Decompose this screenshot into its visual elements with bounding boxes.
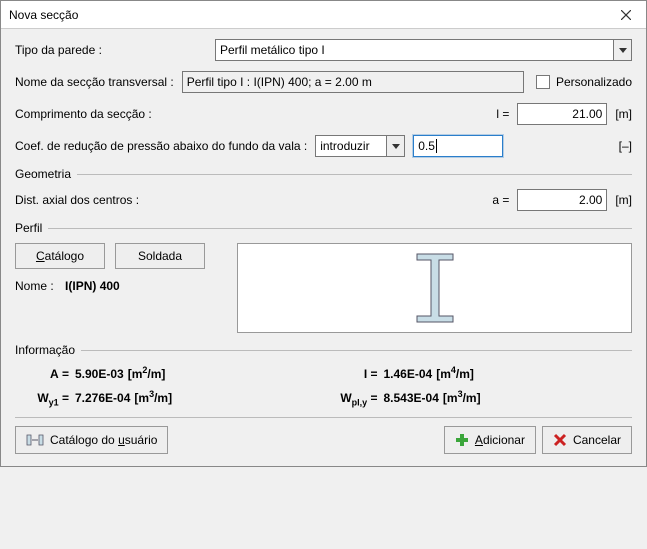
profile-label: Perfil bbox=[15, 221, 42, 235]
plus-icon bbox=[455, 433, 469, 447]
length-symbol: l = bbox=[496, 107, 509, 121]
info-grid: A = 5.90E-03 [m2/m] I = 1.46E-04 [m4/m] … bbox=[15, 365, 632, 407]
close-button[interactable] bbox=[614, 5, 638, 25]
profile-name-prefix: Nome : bbox=[15, 279, 54, 293]
add-button[interactable]: Adicionar bbox=[444, 426, 536, 454]
length-unit: [m] bbox=[615, 107, 632, 121]
user-catalog-button[interactable]: Catálogo do usuário bbox=[15, 426, 168, 454]
custom-label: Personalizado bbox=[556, 75, 632, 89]
wall-type-combo[interactable]: Perfil metálico tipo I bbox=[215, 39, 632, 61]
ibeam-icon bbox=[415, 252, 455, 324]
profile-name-value: I(IPN) 400 bbox=[65, 279, 120, 293]
axial-dist-label: Dist. axial dos centros : bbox=[15, 193, 492, 207]
wall-type-value: Perfil metálico tipo I bbox=[220, 43, 325, 57]
welded-button-label: Soldada bbox=[138, 249, 182, 263]
section-name-value: Perfil tipo I : I(IPN) 400; a = 2.00 m bbox=[187, 75, 372, 89]
catalog-button-label: Catálogo bbox=[36, 249, 84, 263]
add-label: Adicionar bbox=[475, 433, 525, 447]
profile-name-row: Nome : I(IPN) 400 bbox=[15, 279, 225, 293]
close-icon bbox=[621, 10, 631, 20]
footer: Catálogo do usuário Adicionar Cancelar bbox=[15, 426, 632, 454]
section-name-field: Perfil tipo I : I(IPN) 400; a = 2.00 m bbox=[182, 71, 524, 93]
axial-value: 2.00 bbox=[579, 193, 602, 207]
catalog-button[interactable]: Catálogo bbox=[15, 243, 105, 269]
section-name-label: Nome da secção transversal : bbox=[15, 75, 174, 89]
dialog-window: Nova secção Tipo da parede : Perfil metá… bbox=[0, 0, 647, 467]
divider bbox=[15, 417, 632, 418]
geometry-group-header: Geometria bbox=[15, 167, 632, 181]
dialog-body: Tipo da parede : Perfil metálico tipo I … bbox=[1, 29, 646, 466]
geometry-label: Geometria bbox=[15, 167, 71, 181]
cancel-label: Cancelar bbox=[573, 433, 621, 447]
user-catalog-icon bbox=[26, 433, 44, 447]
user-catalog-label: Catálogo do usuário bbox=[50, 433, 157, 447]
info-Wply: Wpl,y = 8.543E-04 [m3/m] bbox=[324, 389, 633, 407]
axial-input[interactable]: 2.00 bbox=[517, 189, 607, 211]
length-input[interactable]: 21.00 bbox=[517, 103, 607, 125]
coef-mode-value: introduzir bbox=[320, 139, 369, 153]
info-label: Informação bbox=[15, 343, 75, 357]
section-length-label: Comprimento da secção : bbox=[15, 107, 496, 121]
coef-mode-combo[interactable]: introduzir bbox=[315, 135, 405, 157]
window-title: Nova secção bbox=[9, 8, 614, 22]
info-I: I = 1.46E-04 [m4/m] bbox=[324, 365, 633, 381]
info-group-header: Informação bbox=[15, 343, 632, 357]
cancel-button[interactable]: Cancelar bbox=[542, 426, 632, 454]
coef-label: Coef. de redução de pressão abaixo do fu… bbox=[15, 139, 307, 153]
chevron-down-icon bbox=[386, 136, 404, 156]
wall-type-label: Tipo da parede : bbox=[15, 43, 215, 57]
axial-unit: [m] bbox=[615, 193, 632, 207]
info-Wy1: Wy1 = 7.276E-04 [m3/m] bbox=[15, 389, 324, 407]
coef-unit: [–] bbox=[619, 139, 632, 153]
coef-value-input[interactable]: 0.5 bbox=[413, 135, 503, 157]
axial-symbol: a = bbox=[492, 193, 509, 207]
length-value: 21.00 bbox=[572, 107, 602, 121]
welded-button[interactable]: Soldada bbox=[115, 243, 205, 269]
profile-group-header: Perfil bbox=[15, 221, 632, 235]
coef-value: 0.5 bbox=[418, 139, 435, 153]
x-icon bbox=[553, 433, 567, 447]
info-A: A = 5.90E-03 [m2/m] bbox=[15, 365, 324, 381]
custom-checkbox[interactable] bbox=[536, 75, 550, 89]
profile-preview bbox=[237, 243, 632, 333]
chevron-down-icon bbox=[613, 40, 631, 60]
titlebar: Nova secção bbox=[1, 1, 646, 29]
